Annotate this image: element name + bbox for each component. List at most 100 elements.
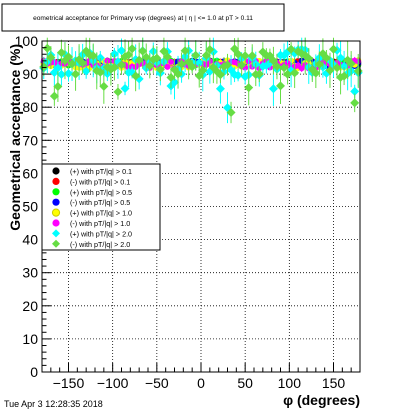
data-point bbox=[124, 50, 134, 60]
y-tick-label: 80 bbox=[22, 99, 38, 115]
x-tick-label: 0 bbox=[197, 375, 205, 391]
data-point bbox=[336, 53, 346, 63]
legend-label: (+) with pT/|q| > 1.0 bbox=[70, 209, 132, 218]
data-point bbox=[155, 64, 165, 74]
data-point bbox=[78, 58, 88, 68]
data-point bbox=[138, 46, 148, 56]
legend-marker bbox=[52, 239, 60, 248]
legend-label: (+) with pT/|q| > 0.1 bbox=[70, 167, 132, 176]
legend-box bbox=[41, 163, 161, 251]
data-point bbox=[321, 53, 331, 63]
data-point bbox=[346, 59, 356, 69]
data-point bbox=[215, 70, 225, 80]
data-point bbox=[314, 59, 324, 69]
data-point bbox=[304, 53, 314, 63]
y-tick-label: 0 bbox=[30, 364, 38, 380]
data-point bbox=[286, 44, 296, 54]
data-point bbox=[167, 58, 174, 65]
tick-labels: −150 −100 −50 0 50 100 150 0 10 20 30 40 50 60 70 80 90 1… bbox=[15, 33, 346, 391]
y-tick-label: 60 bbox=[22, 165, 38, 181]
x-tick-label: 100 bbox=[278, 375, 302, 391]
data-point bbox=[145, 61, 155, 71]
x-tick-label: −150 bbox=[53, 375, 85, 391]
data-point bbox=[131, 71, 141, 81]
data-point bbox=[127, 44, 137, 54]
data-point bbox=[64, 69, 73, 79]
legend-marker bbox=[52, 177, 60, 185]
chart-title: eometrical acceptance for Primary vsφ (d… bbox=[33, 15, 253, 22]
x-tick-label: −100 bbox=[97, 375, 129, 391]
title-box bbox=[1, 3, 285, 32]
x-axis-title: φ (degrees) bbox=[283, 392, 360, 408]
legend-marker bbox=[52, 198, 60, 206]
legend-label: (-) with pT/|q| > 2.0 bbox=[70, 240, 130, 249]
y-tick-label: 20 bbox=[22, 298, 38, 314]
data-point bbox=[223, 60, 232, 70]
data-point bbox=[268, 56, 278, 66]
data-point bbox=[95, 53, 105, 63]
legend-marker bbox=[52, 229, 60, 238]
data-point bbox=[254, 69, 264, 79]
data-point bbox=[64, 52, 73, 62]
data-markers bbox=[39, 37, 363, 124]
data-point bbox=[117, 60, 126, 70]
data-point bbox=[237, 60, 247, 70]
y-tick-label: 90 bbox=[22, 66, 38, 82]
data-point bbox=[205, 45, 215, 55]
legend-marker bbox=[52, 219, 60, 227]
data-point bbox=[284, 60, 291, 67]
data-point bbox=[233, 70, 243, 80]
y-tick-label: 70 bbox=[22, 132, 38, 148]
data-point bbox=[53, 63, 63, 73]
data-point bbox=[46, 52, 56, 62]
data-point bbox=[56, 69, 66, 79]
data-point bbox=[134, 55, 144, 65]
data-point bbox=[290, 68, 300, 78]
data-point bbox=[67, 59, 77, 69]
timestamp: Tue Apr 3 12:28:35 2018 bbox=[4, 399, 103, 409]
legend: (+) with pT/|q| > 0.1(-) with pT/|q| > 0… bbox=[41, 163, 161, 251]
y-tick-label: 50 bbox=[22, 199, 38, 215]
legend-marker bbox=[52, 188, 60, 196]
data-point bbox=[268, 84, 278, 94]
y-tick-label: 10 bbox=[22, 331, 38, 347]
data-point bbox=[164, 63, 171, 70]
data-point bbox=[350, 98, 360, 108]
data-point bbox=[109, 62, 119, 72]
data-point bbox=[159, 46, 169, 56]
data-point bbox=[329, 44, 338, 54]
legend-label: (-) with pT/|q| > 1.0 bbox=[70, 219, 130, 228]
data-point bbox=[187, 62, 197, 72]
data-point bbox=[226, 107, 236, 117]
data-point bbox=[180, 46, 190, 56]
data-point bbox=[152, 53, 162, 63]
data-point bbox=[173, 69, 183, 79]
data-point bbox=[177, 59, 187, 69]
data-point bbox=[283, 69, 293, 79]
x-tick-label: −50 bbox=[145, 375, 169, 391]
data-point bbox=[247, 51, 257, 61]
data-point bbox=[88, 51, 98, 61]
data-point bbox=[198, 65, 208, 75]
legend-label: (-) with pT/|q| > 0.1 bbox=[70, 177, 130, 186]
data-point bbox=[120, 83, 130, 93]
data-point bbox=[311, 68, 321, 78]
data-point bbox=[325, 65, 335, 75]
data-point bbox=[240, 51, 250, 61]
data-point bbox=[279, 63, 289, 73]
data-point bbox=[194, 58, 204, 68]
data-point bbox=[201, 50, 211, 60]
legend-label: (+) with pT/|q| > 2.0 bbox=[70, 229, 132, 238]
legend-marker bbox=[51, 208, 61, 217]
data-point bbox=[215, 84, 225, 94]
y-tick-label: 40 bbox=[22, 232, 38, 248]
data-point bbox=[339, 71, 349, 81]
data-point bbox=[53, 82, 63, 92]
y-axis-title: Geometrical acceptance (%) bbox=[7, 44, 23, 231]
x-tick-label: 50 bbox=[237, 375, 253, 391]
legend-label: (-) with pT/|q| > 0.5 bbox=[70, 198, 130, 207]
data-point bbox=[339, 61, 349, 71]
data-point bbox=[113, 87, 123, 97]
data-point bbox=[81, 66, 91, 76]
y-tick-label: 100 bbox=[15, 33, 39, 49]
